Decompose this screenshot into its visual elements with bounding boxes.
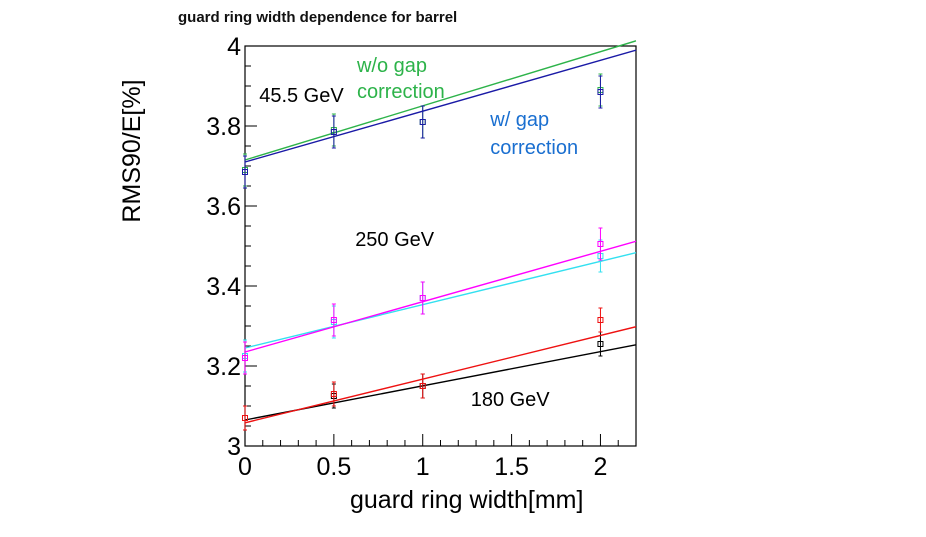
- fit-line: [244, 49, 637, 163]
- annotation-label: w/ gap: [489, 109, 549, 131]
- fit-line: [244, 40, 637, 161]
- x-tick-label: 2: [594, 453, 608, 481]
- series-0: [242, 40, 637, 187]
- y-tick-label: 3.8: [206, 113, 241, 141]
- y-tick-label: 3.6: [206, 193, 241, 221]
- x-tick-label: 0.5: [316, 453, 351, 481]
- series-2: [242, 239, 637, 373]
- x-tick-label: 0: [238, 453, 252, 481]
- x-tick-label: 1: [416, 453, 430, 481]
- data-point: [242, 415, 248, 421]
- series-5: [242, 307, 637, 431]
- data-point: [330, 391, 337, 397]
- data-point: [330, 129, 337, 135]
- data-point: [419, 119, 426, 125]
- fit-line: [244, 326, 637, 424]
- fit-line: [244, 240, 637, 353]
- x-tick-label: 1.5: [494, 453, 529, 481]
- data-point: [330, 317, 337, 323]
- data-point: [597, 341, 604, 347]
- series-3: [242, 227, 637, 375]
- annotation-label: correction: [490, 137, 578, 159]
- series-1: [242, 49, 637, 189]
- y-tick-label: 4: [227, 33, 241, 61]
- data-point: [597, 89, 604, 95]
- annotation-label: 45.5 GeV: [259, 85, 344, 107]
- annotation-label: 180 GeV: [471, 389, 551, 411]
- series-4: [242, 331, 637, 431]
- data-point: [419, 383, 426, 389]
- data-point: [597, 241, 604, 247]
- y-tick-label: 3.4: [206, 273, 241, 301]
- data-point: [419, 295, 426, 301]
- annotation-label: 250 GeV: [355, 229, 435, 251]
- data-point: [242, 355, 248, 361]
- fit-line: [244, 251, 637, 349]
- annotation-label: correction: [357, 81, 445, 103]
- x-axis-label: guard ring width[mm]: [350, 486, 584, 514]
- annotation-label: w/o gap: [356, 55, 427, 77]
- chart-title: guard ring width dependence for barrel: [178, 9, 458, 26]
- data-point: [242, 169, 248, 175]
- y-tick-label: 3.2: [206, 353, 241, 381]
- data-point: [597, 317, 604, 323]
- y-tick-label: 3: [227, 433, 241, 461]
